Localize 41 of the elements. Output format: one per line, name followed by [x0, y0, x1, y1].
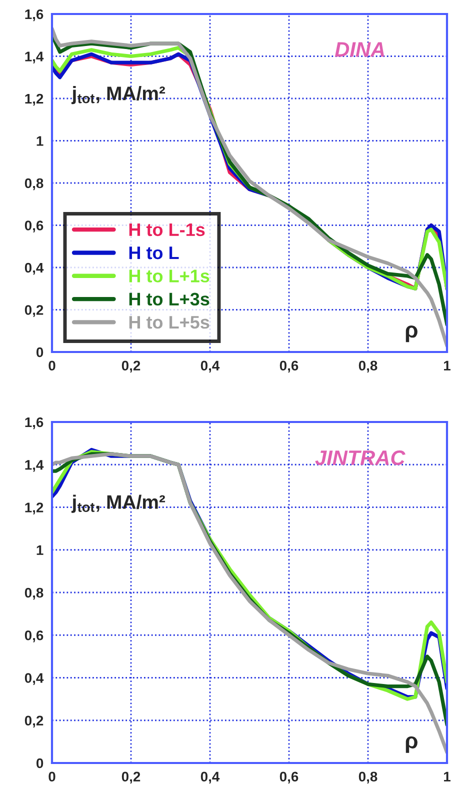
y-tick-label: 1,6	[25, 417, 44, 430]
y-tick-label: 1	[36, 545, 44, 555]
x-tick-label: 0,2	[122, 772, 140, 784]
x-tick-label: 0	[48, 772, 56, 782]
x-axis-title: ρ	[406, 736, 418, 753]
y-tick-label: 1,2	[25, 502, 44, 514]
x-tick-label: 0,6	[280, 360, 298, 373]
legend-label: H to L+1s	[129, 270, 210, 282]
x-tick-label: 0,8	[358, 772, 378, 784]
x-tick-label: 1	[444, 772, 450, 782]
y-tick-label: 1	[36, 136, 44, 146]
annotation: JINTRAC	[315, 450, 406, 466]
x-tick-label: 0,2	[122, 360, 140, 373]
y-tick-label: 1,6	[25, 9, 44, 22]
x-tick-label: 0,6	[280, 772, 298, 784]
legend-label: H to L	[129, 246, 179, 260]
x-tick-label: 1	[444, 360, 450, 370]
y-tick-label: 0,8	[24, 178, 44, 190]
y-axis-title: j$_{tot}$, MA/m²	[71, 86, 166, 104]
x-tick-label: 0,8	[358, 360, 378, 373]
y-tick-label: 0,4	[24, 262, 44, 275]
y-tick-label: 1,2	[25, 94, 44, 106]
x-tick-label: 0,4	[200, 360, 220, 373]
legend-label: H to L+5s	[129, 316, 210, 329]
y-tick-label: 1,4	[25, 460, 44, 472]
y-tick-label: 0,4	[24, 673, 44, 685]
legend-label: H to L-1s	[129, 223, 205, 236]
x-tick-label: 0	[48, 360, 56, 371]
y-tick-label: 0,8	[24, 588, 44, 600]
y-tick-label: 0,2	[24, 716, 44, 728]
y-axis-title: j$_{tot}$, MA/m²	[71, 494, 166, 513]
y-tick-label: 0	[36, 758, 44, 768]
legend-label: H to L+3s	[129, 292, 210, 306]
y-tick-label: 0,2	[24, 305, 44, 317]
annotation: DINA	[335, 42, 384, 57]
y-tick-label: 1,4	[25, 52, 44, 64]
y-tick-label: 0,6	[24, 630, 44, 642]
y-tick-label: 0,6	[24, 220, 44, 232]
x-tick-label: 0,4	[200, 772, 220, 784]
y-tick-label: 0	[36, 347, 44, 358]
x-axis-title: ρ	[406, 326, 418, 342]
